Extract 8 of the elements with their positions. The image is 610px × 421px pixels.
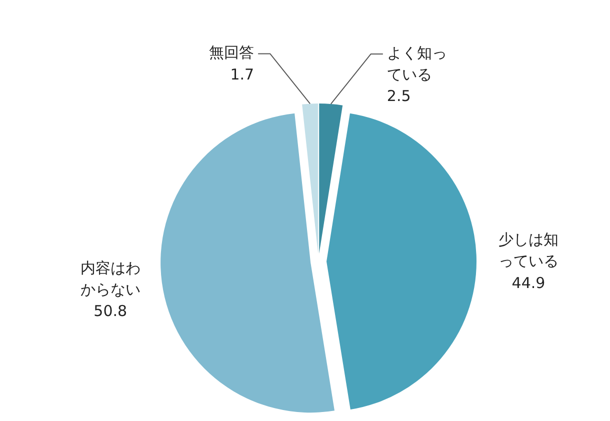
slice-label: 内容はわからない xyxy=(80,258,140,298)
data-label: 1.7 xyxy=(230,65,254,84)
data-label: 2.5 xyxy=(386,87,411,106)
data-label: 44.9 xyxy=(512,274,546,292)
slice-label: よく知っている xyxy=(386,44,447,84)
slice-label: 無回答 xyxy=(209,44,254,62)
data-label: 50.8 xyxy=(94,302,128,320)
slice-label: 少しは知っている xyxy=(498,230,558,270)
